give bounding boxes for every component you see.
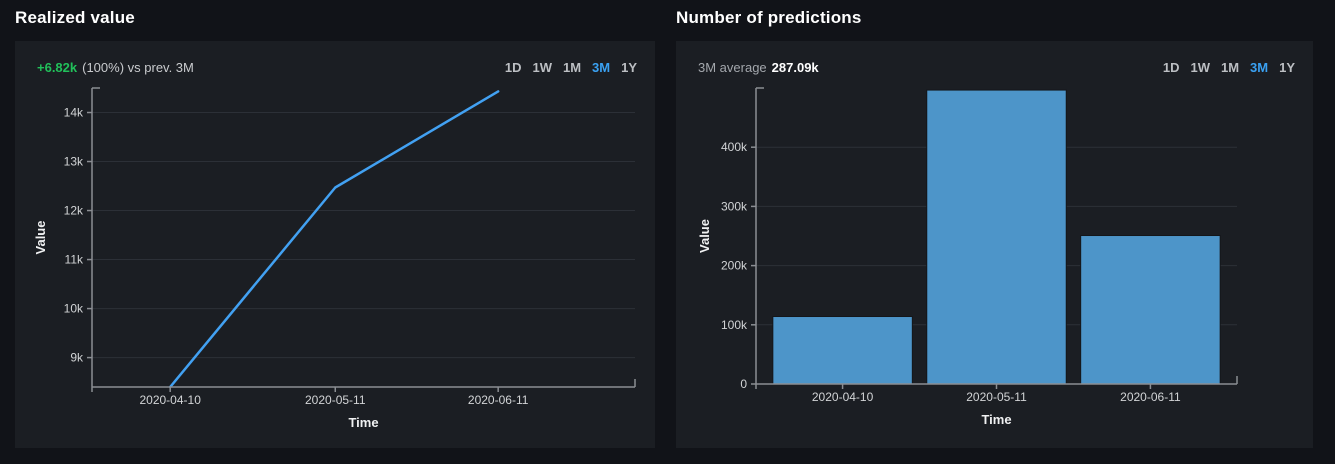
bar-2020-05-11 [926,89,1067,385]
delta-context: (100%) vs prev. 3M [82,60,194,75]
delta-value: +6.82k [37,60,78,75]
svg-text:200k: 200k [721,259,748,273]
panel-header: +6.82k (100%) vs prev. 3M 1D 1W 1M 3M 1Y [37,60,637,76]
panel-header: 3M average 287.09k 1D 1W 1M 3M 1Y [698,60,1295,76]
svg-text:12k: 12k [64,204,84,218]
range-option-1y[interactable]: 1Y [1279,60,1295,75]
range-option-1w[interactable]: 1W [532,60,552,75]
svg-text:11k: 11k [65,253,84,267]
svg-text:10k: 10k [64,302,84,316]
svg-text:9k: 9k [70,351,84,365]
bar-2020-04-10 [772,316,913,385]
svg-text:2020-05-11: 2020-05-11 [966,390,1027,404]
svg-text:Value: Value [697,219,712,253]
svg-text:2020-04-10: 2020-04-10 [139,393,201,407]
page-title-realized-value: Realized value [15,8,135,27]
series-line [168,90,500,389]
range-option-1d[interactable]: 1D [504,60,522,75]
delta-summary: +6.82k (100%) vs prev. 3M [37,60,194,76]
range-option-1m[interactable]: 1M [1220,60,1240,75]
range-selector: 1D 1W 1M 3M 1Y [1163,60,1295,76]
svg-text:2020-06-11: 2020-06-11 [1120,390,1181,404]
panel-number-of-predictions: 3M average 287.09k 1D 1W 1M 3M 1Y 0 100k 200k 3… [676,41,1313,448]
range-option-1m[interactable]: 1M [562,60,582,75]
bar-chart: 0 100k 200k 300k 400k 2020-04-10 2020-05-11 202… [676,85,1313,450]
svg-text:2020-06-11: 2020-06-11 [468,393,529,407]
svg-text:Time: Time [981,412,1011,427]
svg-text:2020-05-11: 2020-05-11 [305,393,366,407]
svg-text:0: 0 [740,377,747,391]
svg-text:Value: Value [33,221,48,255]
svg-text:Time: Time [348,415,378,430]
range-option-1d[interactable]: 1D [1162,60,1180,75]
panel-realized-value: +6.82k (100%) vs prev. 3M 1D 1W 1M 3M 1Y 9k 1… [15,41,655,448]
svg-text:300k: 300k [721,199,748,213]
svg-text:14k: 14k [64,106,84,120]
line-chart: 9k 10k 11k 12k 13k 14k 2020-04-10 2020-05-11 202… [15,85,655,450]
bar-chart-svg: 0 100k 200k 300k 400k 2020-04-10 2020-05-11 202… [697,87,1238,427]
average-label: 3M average [698,60,767,75]
average-value: 287.09k [771,60,819,75]
range-option-3m[interactable]: 3M [592,60,611,75]
page-title-number-of-predictions: Number of predictions [676,8,862,27]
range-option-3m[interactable]: 3M [1250,60,1269,75]
svg-text:2020-04-10: 2020-04-10 [812,390,874,404]
svg-text:400k: 400k [721,140,748,154]
range-option-1y[interactable]: 1Y [621,60,637,75]
svg-text:100k: 100k [721,318,748,332]
bar-2020-06-11 [1080,235,1221,385]
svg-text:13k: 13k [64,155,84,169]
range-selector: 1D 1W 1M 3M 1Y [505,60,637,76]
average-summary: 3M average 287.09k [698,60,819,76]
range-option-1w[interactable]: 1W [1190,60,1210,75]
line-chart-svg: 9k 10k 11k 12k 13k 14k 2020-04-10 2020-05-11 202… [33,87,636,430]
